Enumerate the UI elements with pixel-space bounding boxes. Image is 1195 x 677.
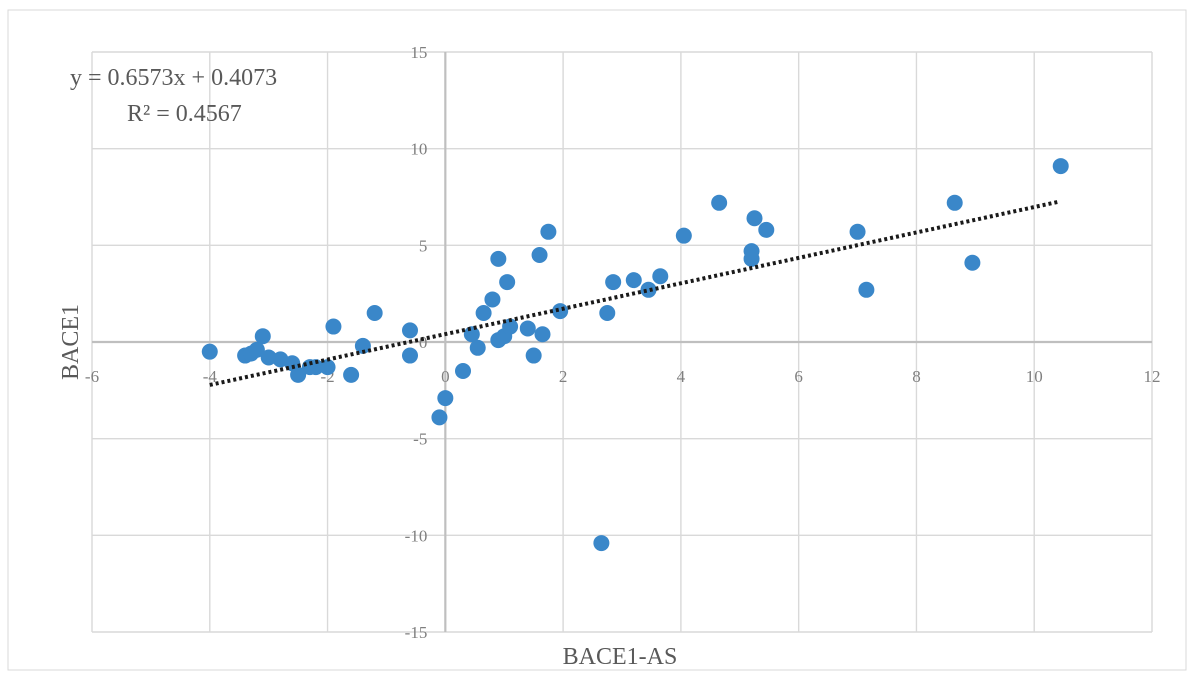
y-axis-title: BACE1 [58,304,84,380]
data-point [593,535,610,552]
data-point [652,268,669,285]
data-point [319,359,336,376]
trendline-equation: y = 0.6573x + 0.4073 [70,65,277,91]
data-point [1052,158,1069,175]
data-point [599,305,616,321]
data-point [519,320,536,337]
y-tick-label: -10 [405,526,428,545]
data-point [552,303,569,320]
data-point [475,305,492,321]
labels: y = 0.6573x + 0.4073 R² = 0.4567 BACE1-A… [58,65,677,670]
chart-frame [7,9,1187,671]
r-squared-label: R² = 0.4567 [127,101,242,127]
data-point [640,281,657,298]
y-tick-label: 0 [419,333,428,352]
trendline [209,200,1059,387]
data-point [540,223,557,240]
x-tick-label: 2 [559,367,568,386]
y-tick-label: 15 [410,43,427,62]
data-point [531,247,548,263]
x-tick-label: 4 [677,367,686,386]
data-point [201,343,218,360]
trendline-layer [209,200,1059,387]
data-point [248,341,265,358]
data-point [675,227,692,244]
data-point [343,366,360,383]
data-point [469,339,486,356]
x-tick-label: 10 [1026,367,1043,386]
data-point [254,328,271,345]
data-point [946,194,963,211]
data-point [402,322,418,339]
data-point [858,281,875,298]
y-tick-label: -15 [405,623,428,642]
data-point [743,243,760,260]
data-point [484,291,501,308]
data-point [260,349,277,366]
data-point [605,274,622,291]
data-points [201,158,1069,552]
data-point [431,409,448,426]
axes [92,52,1152,632]
data-point [525,347,542,364]
x-tick-label: 12 [1144,367,1161,386]
data-point [625,272,642,289]
data-point [490,250,507,267]
data-point [366,305,383,321]
data-point [402,347,418,364]
data-point [499,274,516,291]
x-tick-label: -6 [85,367,99,386]
data-point [849,223,866,240]
data-point [325,318,342,335]
data-point [746,210,763,227]
x-tick-label: 0 [441,367,450,386]
y-tick-label: -5 [413,430,427,449]
data-point [437,390,454,407]
data-point [964,254,981,271]
data-point [711,194,728,211]
y-tick-label: 10 [410,140,427,159]
data-point [455,363,471,379]
data-point [354,337,371,354]
x-tick-label: 6 [794,367,803,386]
x-tick-label: 8 [912,367,921,386]
x-axis-title: BACE1-AS [563,644,678,670]
y-tick-label: 5 [419,236,428,255]
data-point [463,326,480,343]
x-tick-label: -4 [203,367,218,386]
data-point [534,326,551,343]
data-point [758,221,775,238]
data-point [290,366,307,383]
